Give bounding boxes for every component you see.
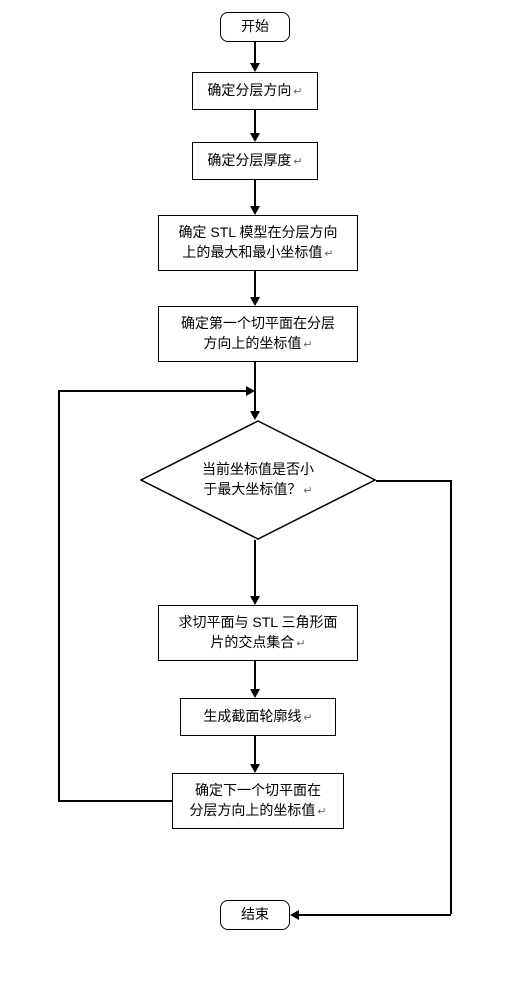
step6-label: 生成截面轮廓线↵ bbox=[203, 707, 312, 727]
exit-arrow-head bbox=[290, 910, 299, 920]
end-node: 结束 bbox=[220, 900, 290, 930]
step4-node: 确定第一个切平面在分层方向上的坐标值↵ bbox=[158, 306, 358, 362]
start-node: 开始 bbox=[220, 12, 290, 42]
arrow-head-down bbox=[250, 411, 260, 420]
arrow-head-down bbox=[250, 63, 260, 72]
decision-label: 当前坐标值是否小于最大坐标值？↵ bbox=[140, 420, 376, 540]
end-label: 结束 bbox=[241, 905, 269, 925]
step3-node: 确定 STL 模型在分层方向上的最大和最小坐标值↵ bbox=[158, 215, 358, 271]
step1-node: 确定分层方向↵ bbox=[192, 72, 318, 110]
arrow-line bbox=[254, 271, 256, 298]
step5-node: 求切平面与 STL 三角形面片的交点集合↵ bbox=[158, 605, 358, 661]
arrow-head-down bbox=[250, 133, 260, 142]
loop-line-h1 bbox=[58, 800, 172, 802]
decision-node: 当前坐标值是否小于最大坐标值？↵ bbox=[140, 420, 376, 540]
step7-node: 确定下一个切平面在分层方向上的坐标值↵ bbox=[172, 773, 344, 829]
step6-node: 生成截面轮廓线↵ bbox=[180, 698, 336, 736]
arrow-head-down bbox=[250, 764, 260, 773]
arrow-head-down bbox=[250, 689, 260, 698]
loop-line-v bbox=[58, 390, 60, 801]
exit-line-h1 bbox=[376, 480, 450, 482]
arrow-head-down bbox=[250, 596, 260, 605]
arrow-line bbox=[254, 180, 256, 207]
step3-label: 确定 STL 模型在分层方向上的最大和最小坐标值↵ bbox=[179, 223, 338, 262]
exit-line-v bbox=[450, 480, 452, 914]
step1-label: 确定分层方向↵ bbox=[207, 81, 302, 101]
arrow-line bbox=[254, 661, 256, 690]
start-label: 开始 bbox=[241, 17, 269, 37]
step7-label: 确定下一个切平面在分层方向上的坐标值↵ bbox=[189, 781, 326, 820]
arrow-line bbox=[254, 736, 256, 765]
step4-label: 确定第一个切平面在分层方向上的坐标值↵ bbox=[181, 314, 335, 353]
arrow-line bbox=[254, 540, 256, 597]
loop-arrow-head bbox=[246, 386, 255, 396]
step2-node: 确定分层厚度↵ bbox=[192, 142, 318, 180]
arrow-head-down bbox=[250, 206, 260, 215]
arrow-line bbox=[254, 110, 256, 134]
loop-line-h2 bbox=[58, 390, 247, 392]
arrow-head-down bbox=[250, 297, 260, 306]
step5-label: 求切平面与 STL 三角形面片的交点集合↵ bbox=[179, 613, 338, 652]
exit-line-h2 bbox=[299, 914, 451, 916]
step2-label: 确定分层厚度↵ bbox=[207, 151, 302, 171]
arrow-line bbox=[254, 42, 256, 64]
